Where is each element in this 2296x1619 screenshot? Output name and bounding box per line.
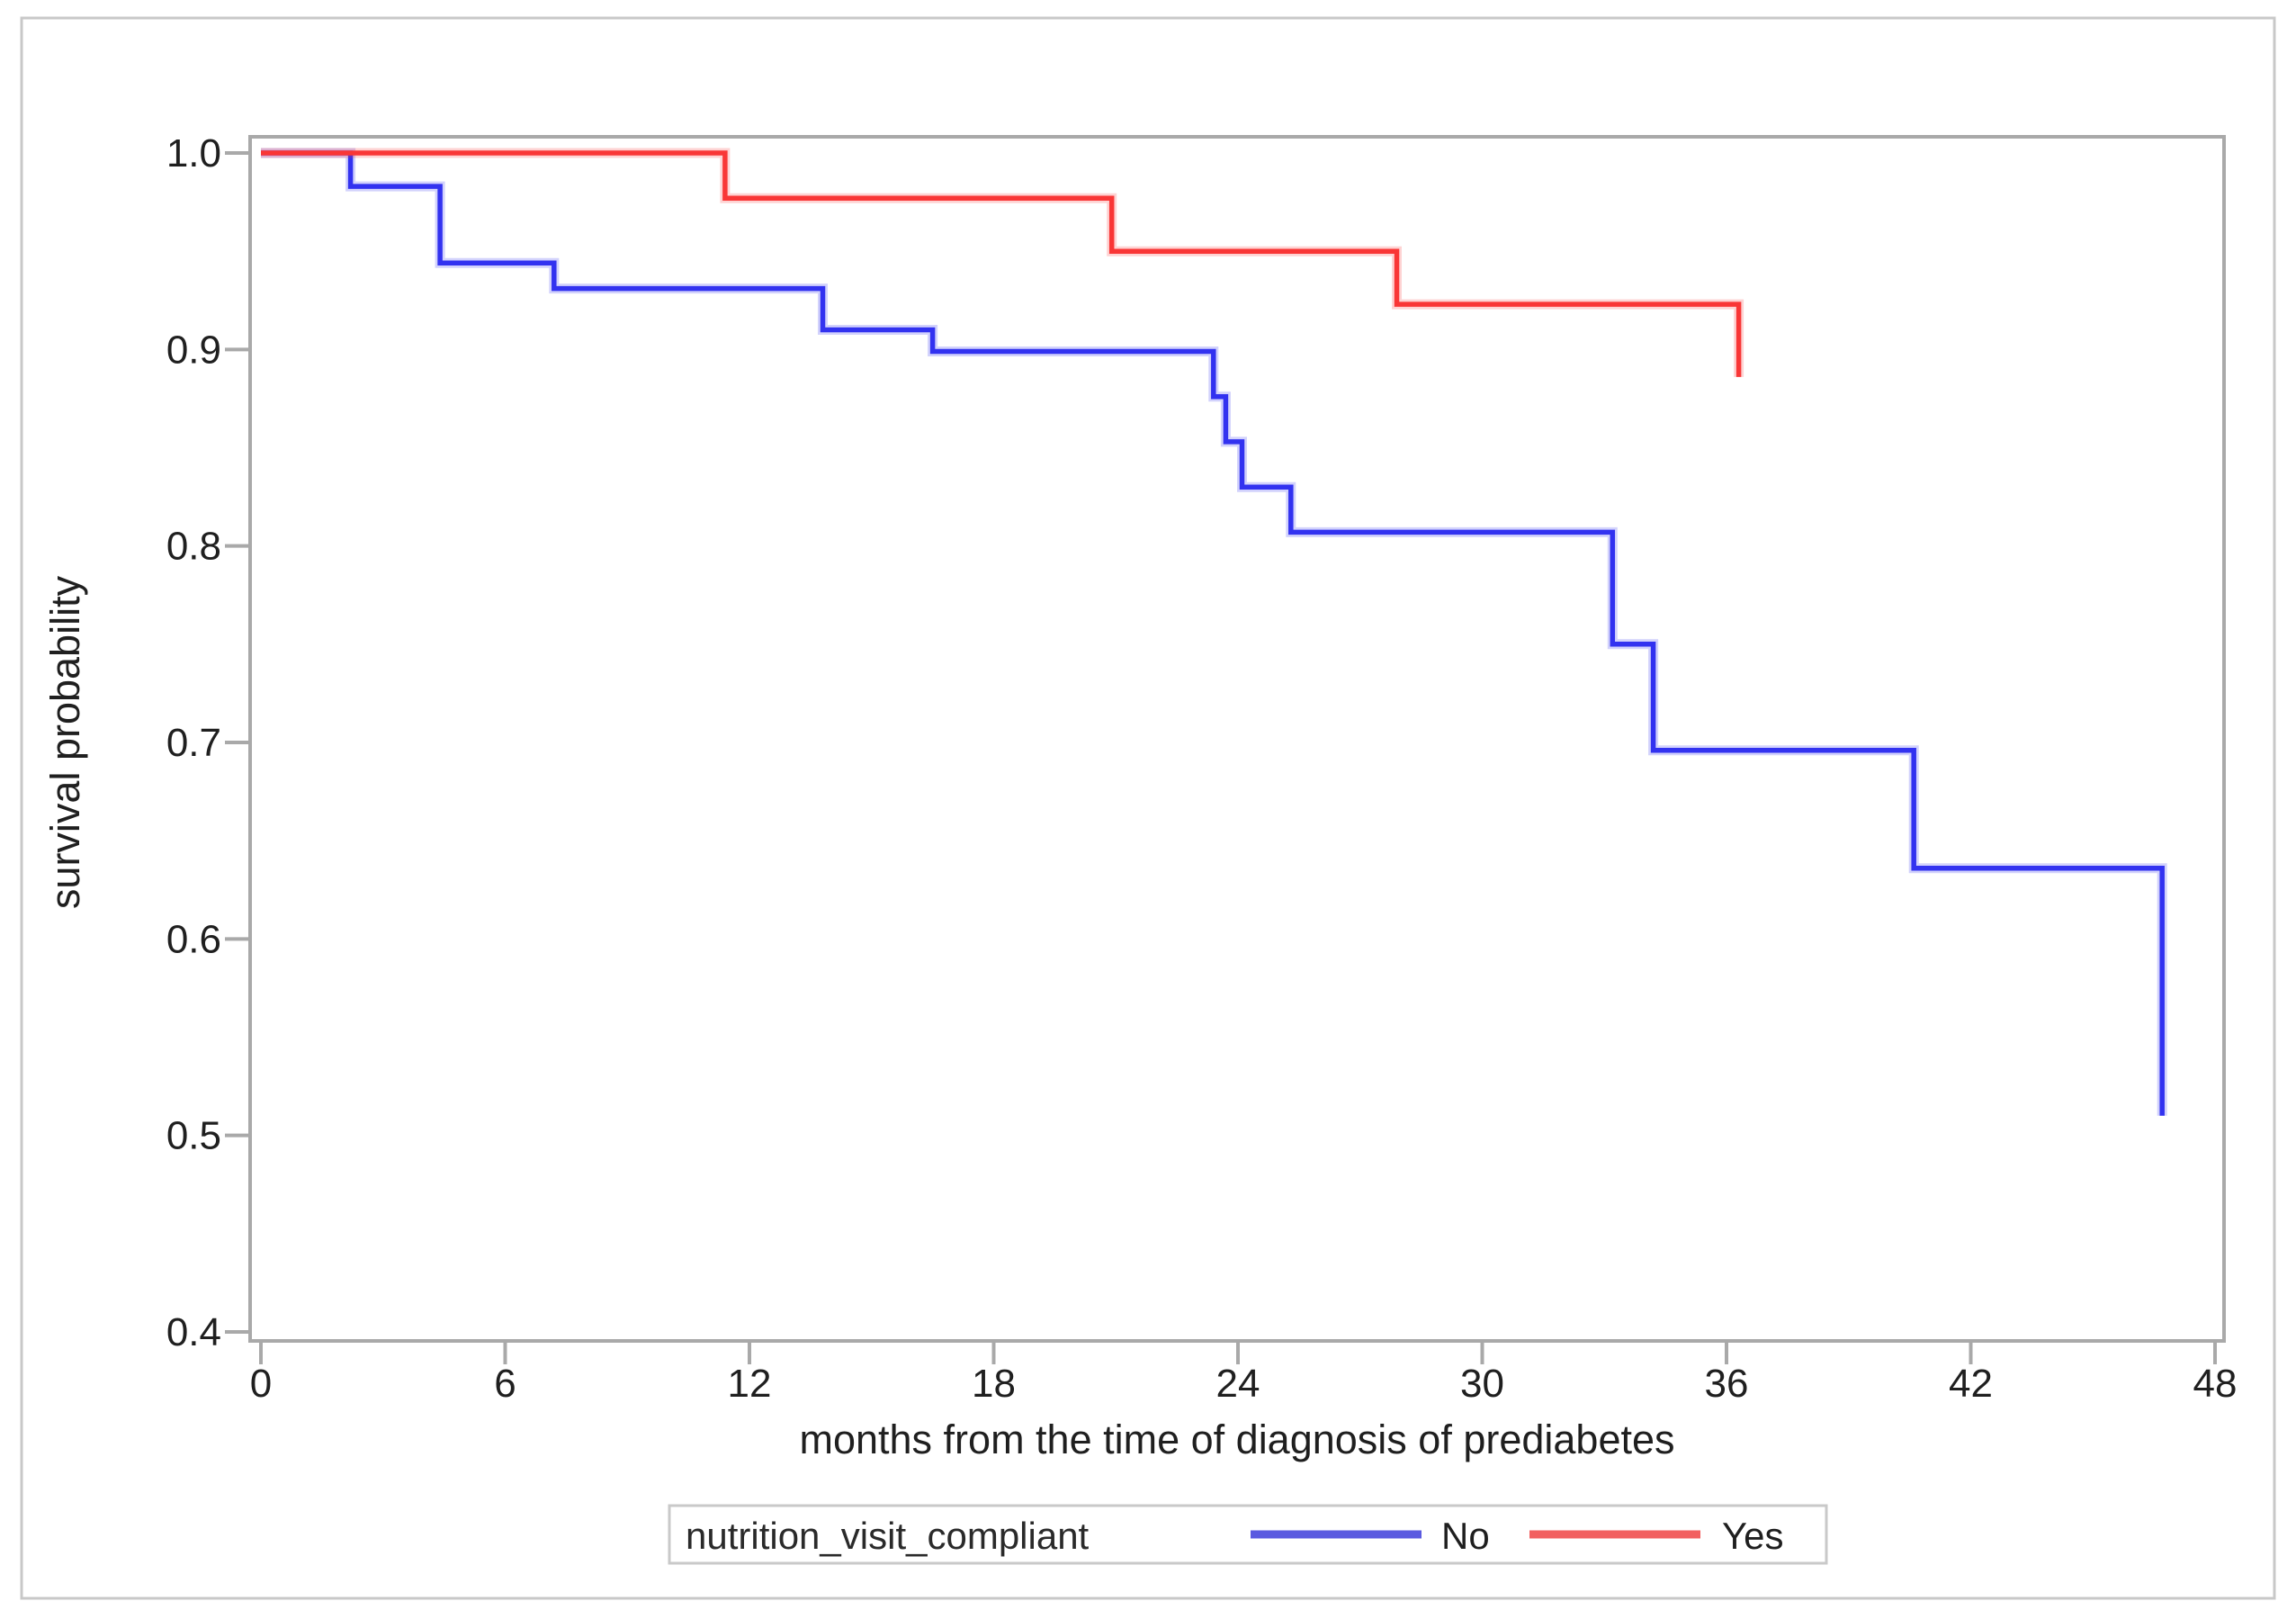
x-tick-label: 12 xyxy=(728,1362,772,1406)
x-tick-label: 48 xyxy=(2193,1362,2238,1406)
legend-label-no: No xyxy=(1441,1515,1490,1557)
survival-curve-no xyxy=(261,150,2165,1116)
x-axis-ticks: 0 6 12 18 24 30 36 42 48 xyxy=(250,1341,2238,1406)
y-tick-label: 0.4 xyxy=(166,1310,221,1354)
x-tick-label: 24 xyxy=(1216,1362,1260,1406)
x-tick-label: 18 xyxy=(972,1362,1016,1406)
x-tick-label: 6 xyxy=(494,1362,516,1406)
y-tick-label: 1.0 xyxy=(166,131,221,175)
y-axis-title: survival probability xyxy=(42,575,88,909)
y-tick-label: 0.7 xyxy=(166,721,221,765)
y-tick-label: 0.5 xyxy=(166,1114,221,1158)
figure-border xyxy=(20,16,2276,1600)
x-axis-title: months from the time of diagnosis of pre… xyxy=(799,1417,1674,1462)
plot-frame xyxy=(248,135,2226,1343)
x-tick-label: 42 xyxy=(1949,1362,1993,1406)
y-axis-ticks: 1.0 0.9 0.8 0.7 0.6 0.5 0.4 xyxy=(166,131,250,1354)
x-tick-label: 0 xyxy=(250,1362,272,1406)
survival-curve-yes xyxy=(261,150,1742,377)
y-tick-label: 0.8 xyxy=(166,525,221,569)
y-tick-label: 0.6 xyxy=(166,917,221,961)
y-tick-label: 0.9 xyxy=(166,328,221,372)
x-tick-label: 30 xyxy=(1460,1362,1504,1406)
legend-label-yes: Yes xyxy=(1722,1515,1784,1557)
x-tick-label: 36 xyxy=(1705,1362,1749,1406)
legend-title: nutrition_visit_compliant xyxy=(686,1515,1090,1557)
survival-curves xyxy=(261,148,2167,1116)
legend: nutrition_visit_compliant No Yes xyxy=(668,1504,1828,1565)
